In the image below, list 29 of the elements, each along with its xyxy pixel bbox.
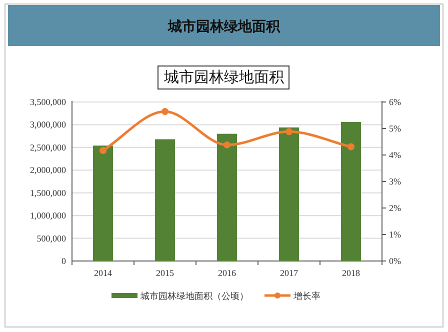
y2-tick-label: 2% <box>389 203 402 213</box>
y-tick-label: 1,500,000 <box>30 188 66 198</box>
chart-title: 城市园林绿地面积 <box>167 18 281 35</box>
x-tick-label: 2014 <box>94 268 112 278</box>
y2-tick-label: 4% <box>389 150 402 160</box>
y-tick-label: 3,500,000 <box>30 97 66 107</box>
point <box>286 128 292 136</box>
point <box>100 146 106 154</box>
y2-tick-label: 6% <box>389 97 402 107</box>
x-tick-label: 2016 <box>218 268 236 278</box>
y-tick-label: 500,000 <box>36 233 66 244</box>
y2-tick-label: 3% <box>389 176 402 186</box>
y-tick-label: 1,000,000 <box>30 210 66 221</box>
x-tick-label: 2018 <box>342 268 360 278</box>
y2-tick-label: 1% <box>389 230 402 240</box>
chart-subtitle: 城市园林绿地面积 <box>163 69 284 86</box>
y-tick-label: 2,500,000 <box>30 142 66 152</box>
x-tick-label: 2015 <box>156 268 174 278</box>
legend-label: 城市园林绿地面积（公顷） <box>140 291 248 301</box>
y-tick-label: 3,000,000 <box>30 120 66 130</box>
point <box>224 141 230 148</box>
y2-tick-label: 0% <box>389 256 402 266</box>
point <box>162 108 168 116</box>
legend-label: 增长率 <box>292 291 320 301</box>
y-tick-label: 0 <box>62 256 66 266</box>
y-tick-label: 2,000,000 <box>30 165 66 176</box>
x-tick-label: 2017 <box>280 268 298 278</box>
point <box>348 143 354 150</box>
y2-tick-label: 5% <box>389 124 402 134</box>
